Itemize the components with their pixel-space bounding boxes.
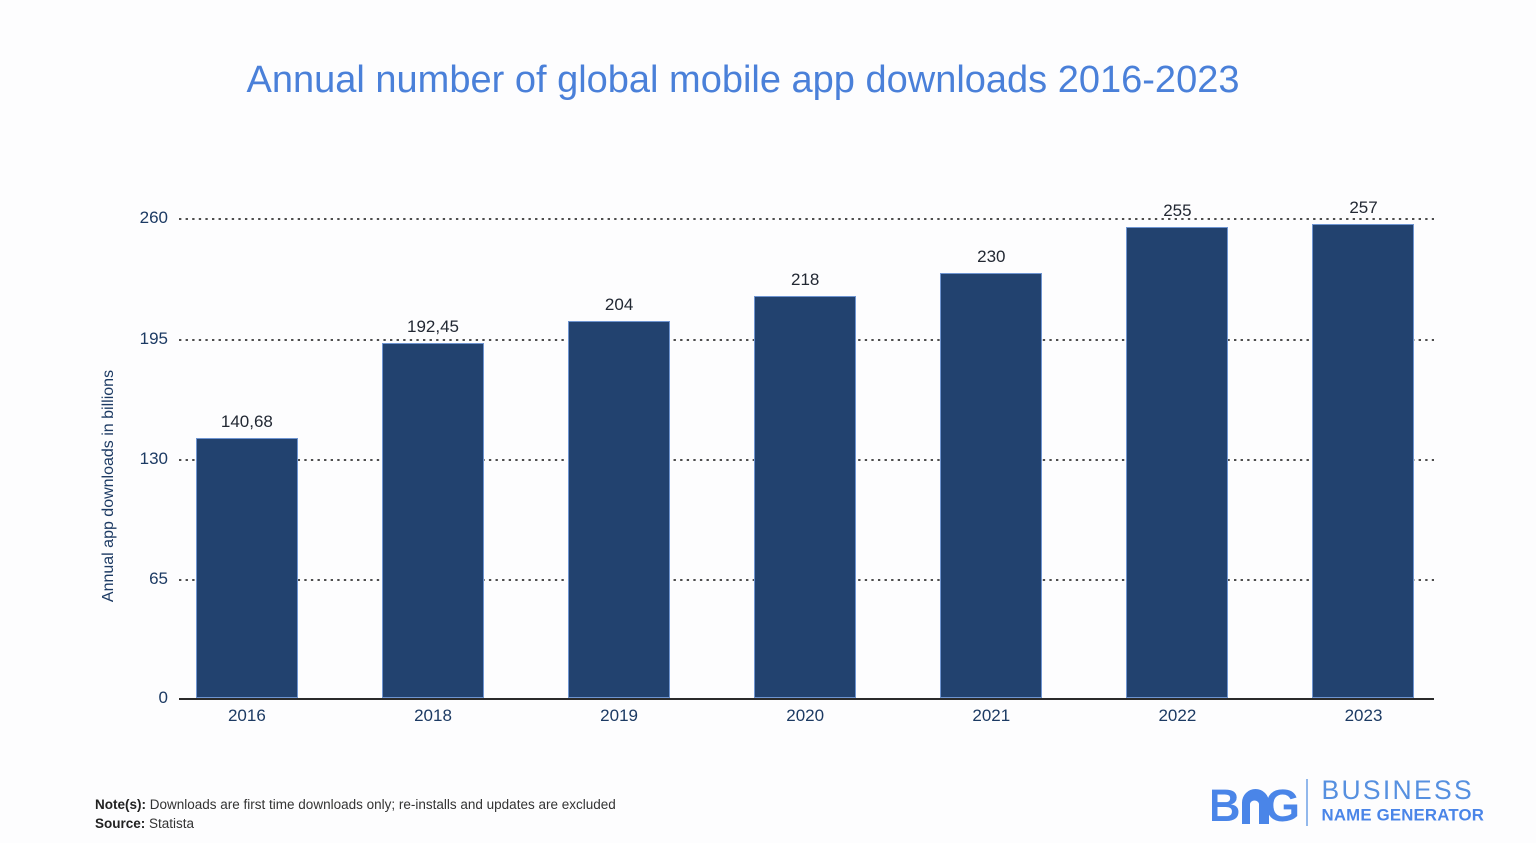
svg-text:G: G bbox=[1265, 780, 1300, 831]
svg-text:BUSINESS: BUSINESS bbox=[1321, 777, 1473, 805]
svg-text:B: B bbox=[1212, 780, 1241, 831]
svg-text:NAME GENERATOR: NAME GENERATOR bbox=[1321, 805, 1484, 824]
